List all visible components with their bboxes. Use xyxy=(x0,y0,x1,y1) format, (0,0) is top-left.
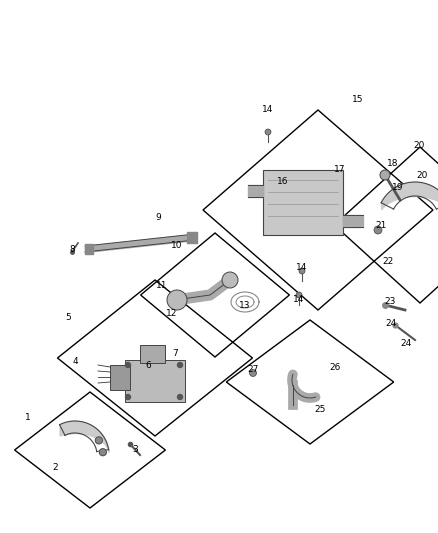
Text: 5: 5 xyxy=(65,313,71,322)
Circle shape xyxy=(126,362,131,367)
Circle shape xyxy=(265,129,271,135)
Text: 20: 20 xyxy=(416,171,427,180)
Bar xyxy=(110,365,130,390)
Text: 22: 22 xyxy=(382,256,394,265)
Text: 21: 21 xyxy=(375,222,387,230)
Circle shape xyxy=(374,226,382,234)
Text: 12: 12 xyxy=(166,309,178,318)
Text: 15: 15 xyxy=(352,95,364,104)
Text: 16: 16 xyxy=(277,176,289,185)
Circle shape xyxy=(126,394,131,400)
Text: 18: 18 xyxy=(387,158,399,167)
Text: 19: 19 xyxy=(392,183,404,192)
Text: 14: 14 xyxy=(262,106,274,115)
Bar xyxy=(125,360,185,402)
Text: 14: 14 xyxy=(297,263,307,272)
Text: 10: 10 xyxy=(171,240,183,249)
Text: 14: 14 xyxy=(293,295,305,303)
Text: 9: 9 xyxy=(155,214,161,222)
Text: 1: 1 xyxy=(25,414,31,423)
Circle shape xyxy=(177,362,183,367)
Text: 13: 13 xyxy=(239,301,251,310)
Text: 17: 17 xyxy=(334,165,346,174)
Text: 7: 7 xyxy=(172,349,178,358)
Text: 4: 4 xyxy=(72,357,78,366)
Text: 26: 26 xyxy=(329,364,341,373)
Circle shape xyxy=(250,369,257,376)
Text: 20: 20 xyxy=(413,141,425,149)
Text: 24: 24 xyxy=(400,338,412,348)
Circle shape xyxy=(299,268,305,274)
Circle shape xyxy=(167,290,187,310)
Text: 11: 11 xyxy=(156,281,168,290)
Text: 3: 3 xyxy=(132,445,138,454)
Text: 27: 27 xyxy=(247,366,259,375)
Bar xyxy=(140,345,165,363)
Circle shape xyxy=(99,449,106,456)
Circle shape xyxy=(177,394,183,400)
Text: 24: 24 xyxy=(385,319,397,327)
Text: 25: 25 xyxy=(314,406,326,415)
Text: 2: 2 xyxy=(52,463,58,472)
Circle shape xyxy=(95,437,102,444)
Bar xyxy=(263,170,343,235)
Circle shape xyxy=(380,170,390,180)
Text: 23: 23 xyxy=(384,297,396,306)
Circle shape xyxy=(222,272,238,288)
Circle shape xyxy=(296,292,302,298)
Text: 6: 6 xyxy=(145,360,151,369)
Text: 8: 8 xyxy=(69,245,75,254)
